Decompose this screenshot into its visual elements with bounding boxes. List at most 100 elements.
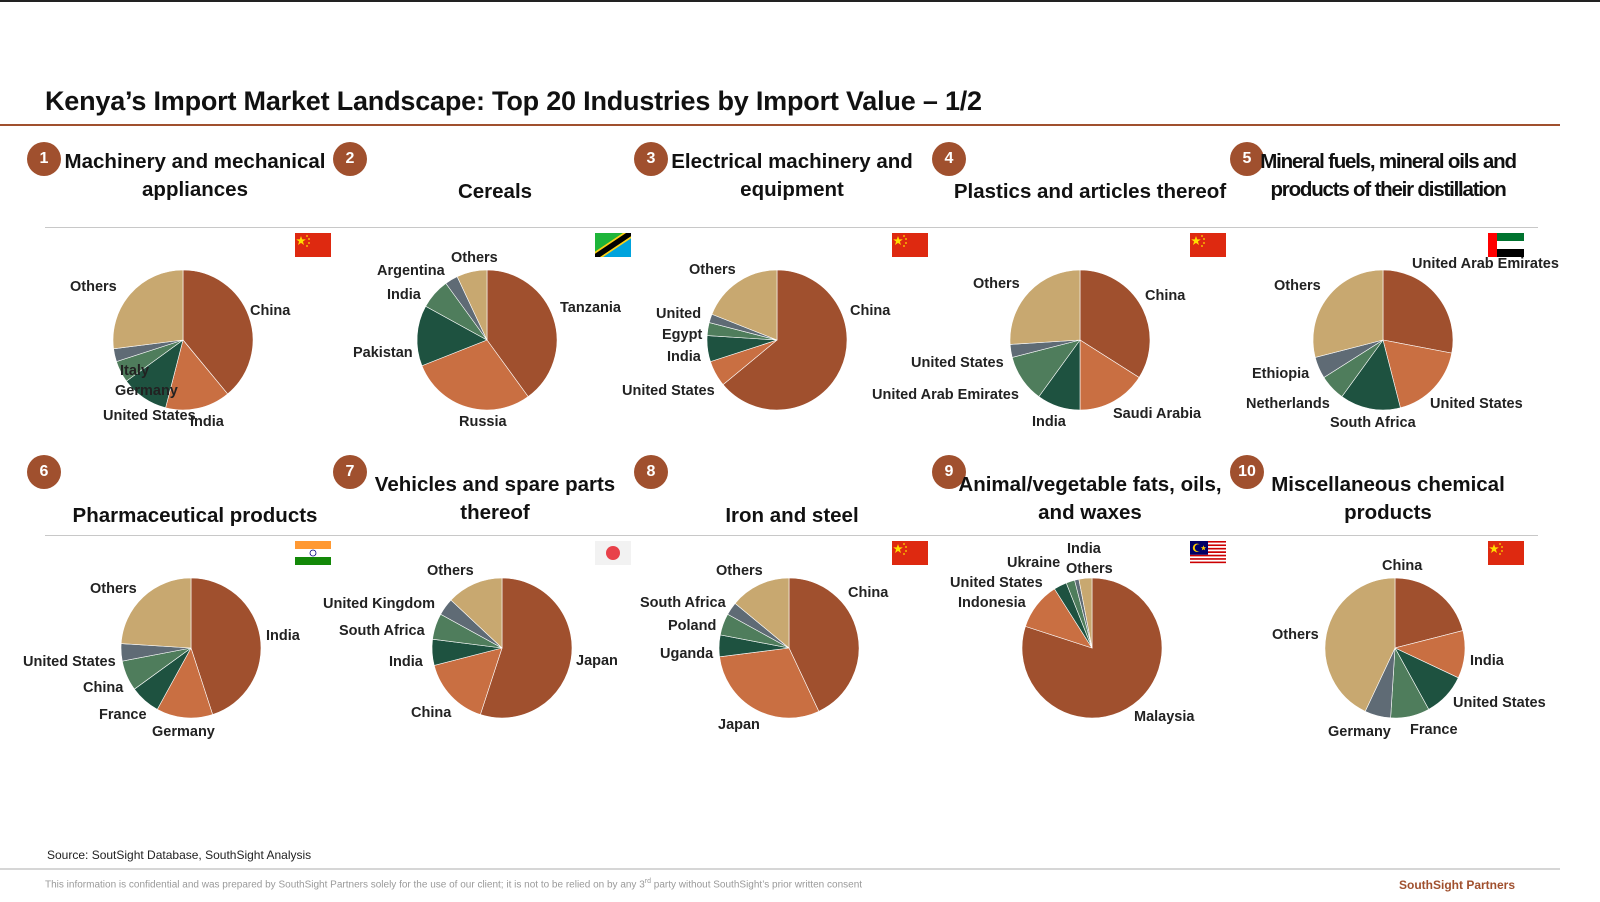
disclaimer-text-before: This information is confidential and was… — [45, 879, 645, 891]
slice-label: United States — [103, 408, 196, 424]
malaysia-flag-icon — [1190, 541, 1226, 565]
page-title: Kenya’s Import Market Landscape: Top 20 … — [45, 86, 982, 116]
pie-panel-3: 3 Electrical machinery and equipment China U… — [622, 140, 942, 450]
slice-label: United States — [1430, 396, 1523, 412]
china-flag-icon — [1488, 541, 1524, 565]
panel-title-line: appliances — [142, 178, 248, 201]
china-flag-icon — [892, 541, 928, 565]
pie-slice-united-states — [1382, 339, 1453, 409]
slice-label: Russia — [459, 414, 507, 430]
panel-divider — [1238, 227, 1538, 228]
pie-chart: China India United States France Germany Othe… — [1272, 558, 1546, 740]
slice-label: United States — [911, 355, 1004, 371]
pie-panel-4: 4 Plastics and articles thereof China Saudi… — [872, 140, 1240, 450]
panel-title-line: and waxes — [1038, 501, 1142, 524]
china-flag-icon — [892, 233, 928, 257]
pie-slice-pakistan — [416, 305, 488, 367]
slice-label: Egypt — [662, 327, 702, 343]
slice-label: Others — [1274, 278, 1321, 294]
slice-label: Others — [689, 262, 736, 278]
disclaimer-sup: rd — [644, 878, 652, 885]
panel-title-line: Miscellaneous chemical — [1271, 473, 1505, 496]
pie-chart: United Arab Emirates United States South A… — [1246, 256, 1559, 431]
panel-divider — [1238, 535, 1538, 536]
pie-panel-6: 6 Pharmaceutical products India Germany Fran… — [23, 455, 345, 765]
pie-panel-2: 2 Cereals Tanzania Russia Pakistan India Argen… — [333, 140, 645, 450]
slice-label: Malaysia — [1134, 709, 1195, 725]
slice-label: United Arab Emirates — [1412, 256, 1559, 272]
slice-label: China — [250, 303, 291, 319]
pie-slice-others — [456, 269, 488, 341]
pie-slice-china — [182, 269, 254, 395]
slice-label: Italy — [120, 363, 149, 379]
disclaimer: This information is confidential and was… — [45, 878, 862, 890]
rank-badge: 3 — [634, 142, 668, 176]
china-flag-icon — [295, 233, 331, 257]
slice-label: Others — [427, 563, 474, 579]
slice-label: India — [1067, 541, 1102, 557]
slice-label: India — [266, 628, 301, 644]
pie-panel-7: 7 Vehicles and spare parts thereof Japan Chi… — [323, 455, 645, 765]
pie-slice-china — [788, 577, 860, 712]
panel-title-line: Mineral fuels, mineral oils and — [1260, 150, 1517, 173]
pie-slice-others — [1009, 269, 1081, 345]
brand-logo-text: SouthSight Partners — [1399, 878, 1516, 892]
pie-slice-japan — [479, 577, 573, 719]
slice-label: India — [389, 654, 424, 670]
slice-label: China — [1382, 558, 1423, 574]
rank-badge: 1 — [27, 142, 61, 176]
uae-flag-icon — [1488, 233, 1524, 257]
slice-label: Others — [70, 279, 117, 295]
rank-badge: 5 — [1230, 142, 1264, 176]
slice-label: China — [1145, 288, 1186, 304]
japan-flag-icon — [595, 541, 631, 565]
panel-title-line: Plastics and articles thereof — [953, 180, 1227, 203]
panel-divider — [45, 227, 345, 228]
slice-label: Others — [973, 276, 1020, 292]
rank-badge: 9 — [932, 455, 966, 489]
rank-badge: 7 — [333, 455, 367, 489]
pie-slice-others — [120, 577, 192, 649]
slice-label: Tanzania — [560, 300, 622, 316]
panel-title-line: Pharmaceutical products — [72, 504, 318, 527]
slice-label: United — [656, 306, 701, 322]
slice-label: Indonesia — [958, 595, 1027, 611]
pie-slice-tanzania — [486, 269, 558, 398]
source-note: Source: SoutSight Database, SouthSight A… — [47, 848, 312, 862]
pie-slice-others — [450, 577, 503, 649]
pie-slice-united-arab-emirates — [1382, 269, 1454, 354]
pie-slice-others — [711, 269, 778, 341]
panel-title-line: Machinery and mechanical — [64, 150, 326, 173]
slice-label: Germany — [152, 724, 215, 740]
pie-panel-1: 1 Machinery and mechanical appliances China… — [27, 140, 345, 450]
slice-label: Poland — [668, 618, 716, 634]
pie-slice-india — [165, 339, 229, 411]
pie-slice-others — [112, 269, 184, 350]
tanzania-flag-icon — [592, 229, 634, 261]
pie-slice-russia — [421, 339, 529, 411]
rank-badge: 2 — [333, 142, 367, 176]
slice-label: China — [83, 680, 124, 696]
pie-panel-9: 9 Animal/vegetable fats, oils, and waxes Ma… — [932, 455, 1240, 765]
footer-divider — [0, 868, 1560, 870]
pie-panel-8: 8 Iron and steel China Japan Uganda Poland Sou… — [634, 455, 942, 765]
slice-label: South Africa — [1330, 415, 1417, 431]
pie-chart: China Saudi Arabia India United Arab Emirat… — [872, 269, 1202, 430]
slice-label: United States — [950, 575, 1043, 591]
pie-chart: China United States India Egypt United Others — [622, 262, 891, 411]
slice-label: China — [850, 303, 891, 319]
china-flag-icon — [1190, 233, 1226, 257]
pie-chart: India Germany France China United States Othe… — [23, 577, 301, 740]
slice-label: United Arab Emirates — [872, 387, 1019, 403]
rank-badge: 8 — [634, 455, 668, 489]
slice-label: Uganda — [660, 646, 714, 662]
slice-label: Pakistan — [353, 345, 413, 361]
pie-slice-china — [1079, 269, 1151, 378]
panel-title-line: Vehicles and spare parts — [374, 473, 616, 496]
panel-divider — [642, 227, 942, 228]
panel-divider — [345, 227, 645, 228]
slice-label: South Africa — [339, 623, 426, 639]
slice-label: India — [667, 349, 702, 365]
slice-label: United States — [1453, 695, 1546, 711]
